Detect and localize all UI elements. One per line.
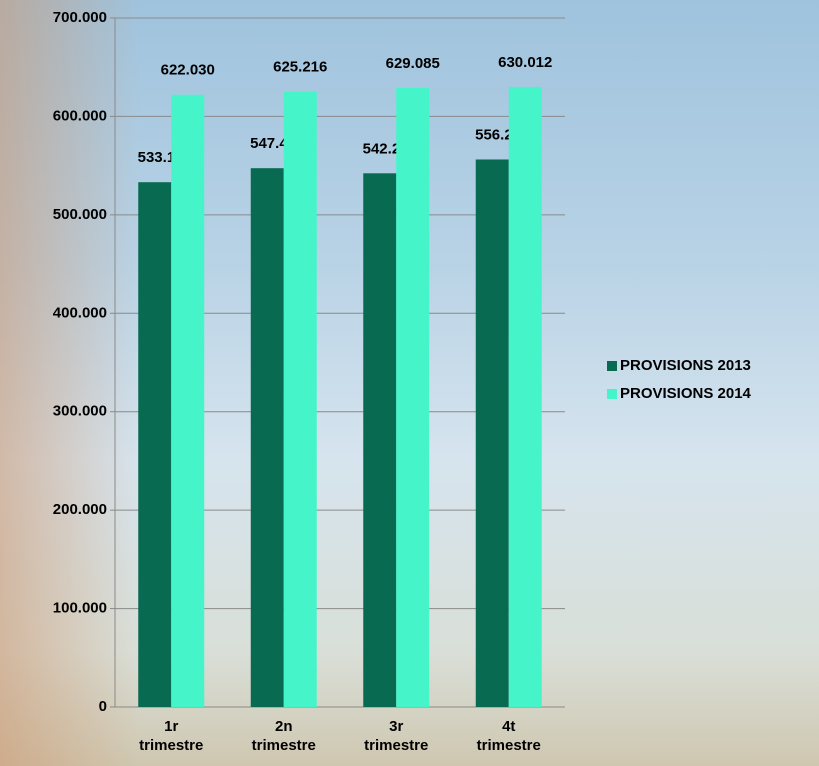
bar — [250, 168, 284, 708]
y-tick-label: 100.000 — [53, 600, 107, 617]
value-label: 629.085 — [386, 55, 440, 72]
y-tick-label: 200.000 — [53, 501, 107, 518]
bar — [138, 182, 172, 708]
bar — [363, 173, 397, 707]
value-label: 625.216 — [273, 59, 327, 76]
bar — [396, 87, 430, 708]
y-tick-label: 500.000 — [53, 206, 107, 223]
x-tick-label: 4t trimestre — [476, 718, 541, 754]
bar — [508, 86, 542, 708]
bar — [171, 94, 205, 708]
legend-swatch — [607, 361, 617, 371]
legend-label: PROVISIONS 2014 — [620, 385, 752, 402]
y-tick-label: 300.000 — [53, 403, 107, 420]
bar — [475, 159, 509, 707]
value-label: 630.012 — [498, 54, 552, 71]
x-tick-label: 3r trimestre — [364, 718, 429, 754]
value-label: 622.030 — [161, 62, 215, 79]
y-tick-label: 700.000 — [53, 9, 107, 26]
bar — [283, 91, 317, 707]
x-tick-label: 2n trimestre — [251, 718, 316, 754]
legend-label: PROVISIONS 2013 — [620, 357, 751, 374]
y-tick-label: 600.000 — [53, 107, 107, 124]
y-tick-label: 0 — [99, 698, 107, 715]
x-tick-label: 1r trimestre — [139, 718, 204, 754]
legend-swatch — [607, 389, 617, 399]
y-tick-label: 400.000 — [53, 304, 107, 321]
